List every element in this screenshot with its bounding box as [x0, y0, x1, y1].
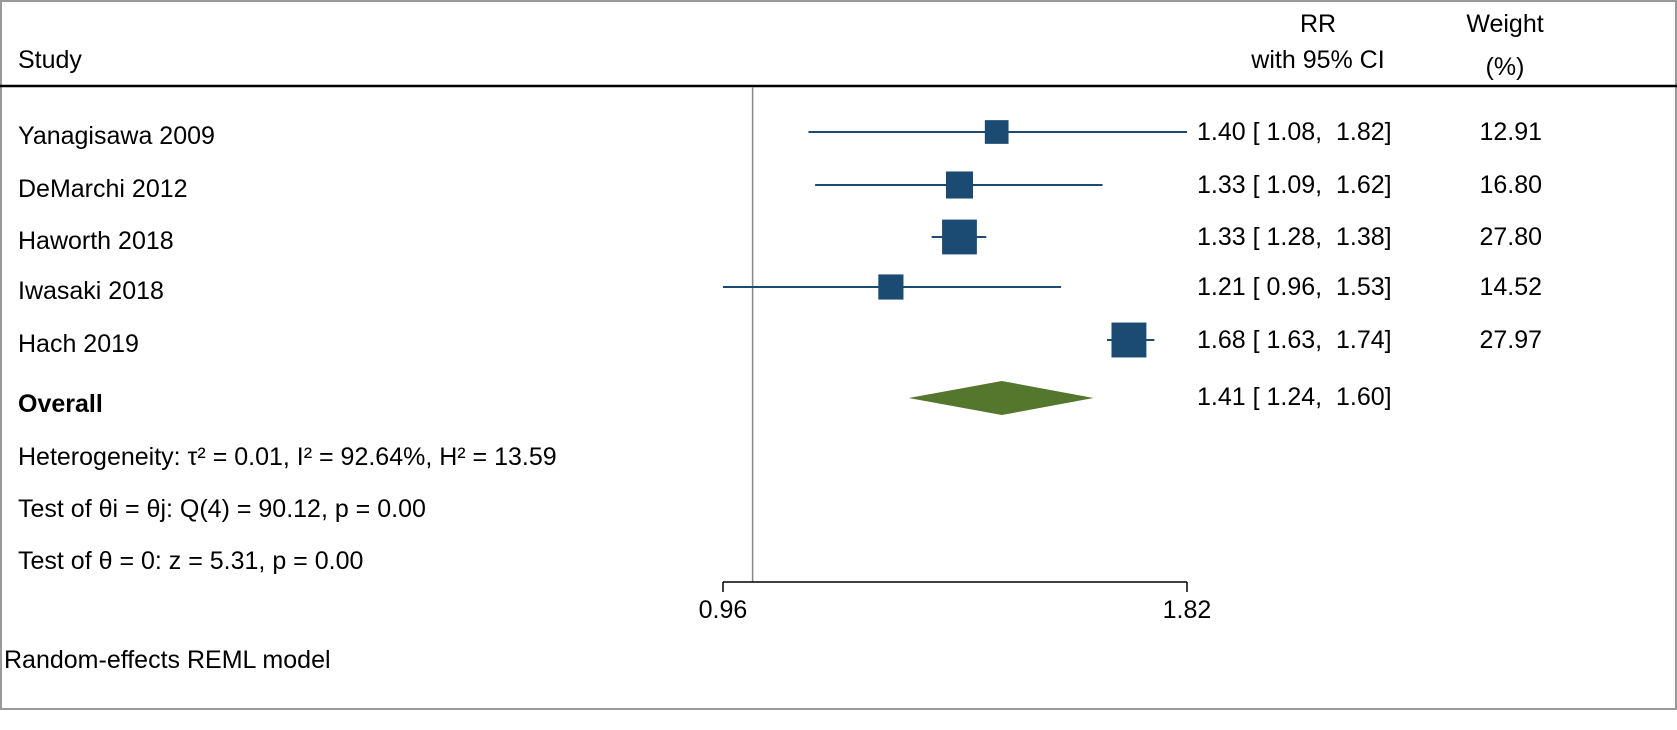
- header-effect-1: RR: [1300, 10, 1336, 38]
- study-ci-text: 1.33 [ 1.28, 1.38]: [1197, 223, 1392, 251]
- study-name: Haworth 2018: [18, 227, 174, 255]
- header-effect-2: with 95% CI: [1250, 46, 1384, 74]
- study-weight: 14.52: [1479, 273, 1542, 301]
- x-tick-label: 1.82: [1163, 596, 1212, 624]
- study-ci-text: 1.68 [ 1.63, 1.74]: [1197, 326, 1392, 354]
- x-tick-label: 0.96: [699, 596, 748, 624]
- study-ci-text: 1.33 [ 1.09, 1.62]: [1197, 171, 1392, 199]
- overall-ci-text: 1.41 [ 1.24, 1.60]: [1197, 383, 1392, 411]
- study-ci-text: 1.40 [ 1.08, 1.82]: [1197, 118, 1392, 146]
- header-weight-1: Weight: [1466, 10, 1543, 38]
- header-weight-2: (%): [1486, 53, 1525, 81]
- study-marker: [878, 274, 904, 300]
- test-homogeneity-text: Test of θi = θj: Q(4) = 90.12, p = 0.00: [18, 495, 426, 523]
- study-name: DeMarchi 2012: [18, 175, 188, 203]
- study-weight: 16.80: [1479, 171, 1542, 199]
- study-marker: [1111, 322, 1147, 358]
- frame: [0, 0, 1677, 710]
- study-weight: 27.97: [1479, 326, 1542, 354]
- study-name: Yanagisawa 2009: [18, 122, 215, 150]
- heterogeneity-text: Heterogeneity: τ² = 0.01, I² = 92.64%, H…: [18, 443, 557, 471]
- study-weight: 12.91: [1479, 118, 1542, 146]
- study-marker: [945, 171, 974, 199]
- header-study: Study: [18, 46, 82, 74]
- model-note: Random-effects REML model: [4, 646, 331, 674]
- study-name: Iwasaki 2018: [18, 277, 164, 305]
- overall-diamond: [908, 381, 1094, 415]
- overall-label: Overall: [18, 390, 103, 418]
- study-weight: 27.80: [1479, 223, 1542, 251]
- study-ci-text: 1.21 [ 0.96, 1.53]: [1197, 273, 1392, 301]
- study-marker: [984, 120, 1009, 144]
- study-marker: [942, 219, 977, 255]
- test-effect-text: Test of θ = 0: z = 5.31, p = 0.00: [18, 547, 363, 575]
- study-name: Hach 2019: [18, 330, 139, 358]
